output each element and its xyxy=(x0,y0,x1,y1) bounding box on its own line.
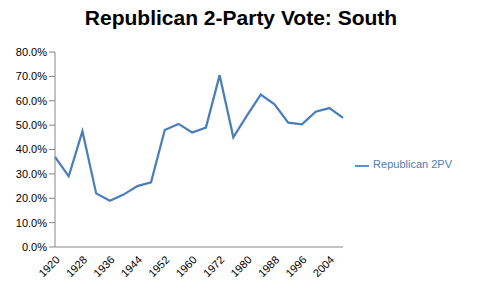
svg-text:0.0%: 0.0% xyxy=(22,241,47,253)
svg-text:1928: 1928 xyxy=(64,253,90,279)
svg-text:2004: 2004 xyxy=(311,253,337,279)
svg-text:1944: 1944 xyxy=(118,253,144,279)
html-text:Republican 2-Party Vote: South: Republican 2-Party Vote: South xyxy=(84,6,398,29)
svg-text:1952: 1952 xyxy=(146,253,172,279)
svg-text:1980: 1980 xyxy=(228,253,254,279)
svg-text:40.0%: 40.0% xyxy=(16,143,47,155)
svg-text:1920: 1920 xyxy=(36,253,62,279)
svg-text:50.0%: 50.0% xyxy=(16,119,47,131)
svg-text:1988: 1988 xyxy=(256,253,282,279)
svg-text:20.0%: 20.0% xyxy=(16,192,47,204)
svg-text:1960: 1960 xyxy=(173,253,199,279)
svg-text:1996: 1996 xyxy=(283,253,309,279)
svg-text:1972: 1972 xyxy=(201,253,227,279)
svg-text:60.0%: 60.0% xyxy=(16,95,47,107)
html-text:Republican 2PV: Republican 2PV xyxy=(373,158,452,171)
svg-text:70.0%: 70.0% xyxy=(16,70,47,82)
svg-text:1936: 1936 xyxy=(91,253,117,279)
svg-text:10.0%: 10.0% xyxy=(16,217,47,229)
svg-text:30.0%: 30.0% xyxy=(16,168,47,180)
svg-text:80.0%: 80.0% xyxy=(16,46,47,58)
